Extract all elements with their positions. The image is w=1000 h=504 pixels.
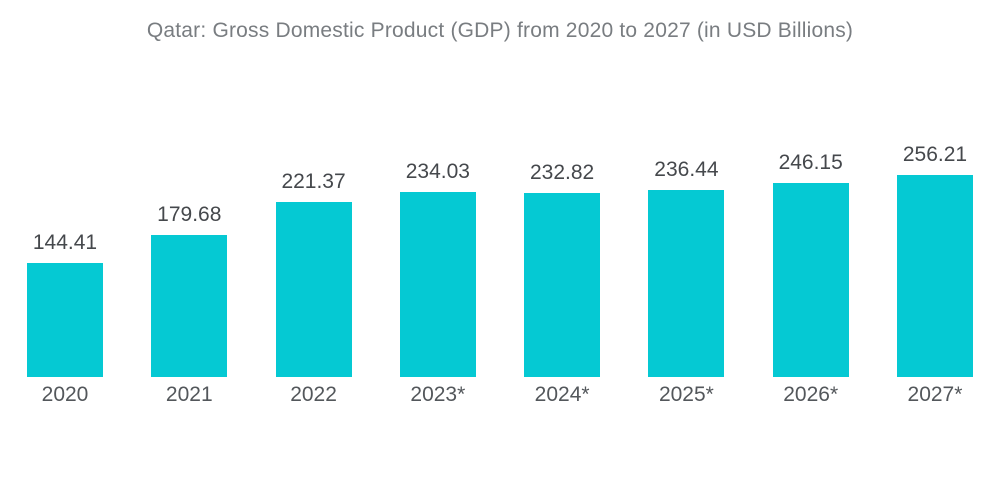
bar-column-2024: 232.82 [524, 161, 601, 377]
bar-column-2023: 234.03 [399, 160, 476, 377]
bar-value-label: 179.68 [157, 203, 222, 227]
bar-column-2020: 144.41 [27, 231, 103, 377]
bar-value-label: 234.03 [405, 160, 470, 184]
bar-value-label: 221.37 [281, 170, 346, 194]
x-axis-label: 2023* [410, 383, 466, 406]
bar-2025 [648, 190, 725, 377]
x-axis-label: 2024* [534, 383, 590, 406]
bar-column-2027: 256.21 [896, 142, 973, 377]
bar-value-label: 232.82 [530, 161, 595, 185]
bar-2024 [524, 193, 601, 377]
bar-value-label: 256.21 [902, 142, 968, 166]
bar-value-label: 246.15 [778, 150, 843, 174]
x-axis-label: 2025* [658, 383, 714, 406]
x-axis-label: 2020 [41, 383, 89, 406]
bar-column-2021: 179.68 [151, 203, 228, 377]
bar-2027 [896, 174, 973, 377]
bar-column-2026: 246.15 [772, 150, 849, 377]
bar-2020 [27, 263, 103, 377]
bar-value-label: 236.44 [654, 158, 719, 182]
x-axis-label: 2021 [165, 383, 213, 406]
x-axis-labels: 2020 2021 2022 2023* 2024* 2025* 2026* 2027* [27, 384, 973, 406]
bar-2021 [151, 235, 228, 377]
x-axis-label: 2022 [290, 383, 337, 406]
bar-2022 [275, 202, 352, 377]
bar-2023 [399, 192, 476, 377]
chart-title: Qatar: Gross Domestic Product (GDP) from… [146, 19, 854, 42]
bar-column-2025: 236.44 [648, 158, 725, 377]
plot-area: 144.41 179.68 221.37 234.03 232.82 236.44 246.… [27, 0, 973, 377]
bar-column-2022: 221.37 [275, 170, 352, 377]
x-axis-label: 2027* [907, 383, 963, 406]
bar-2026 [772, 182, 849, 377]
x-axis-label: 2026* [783, 383, 839, 406]
bar-value-label: 144.41 [32, 231, 98, 254]
